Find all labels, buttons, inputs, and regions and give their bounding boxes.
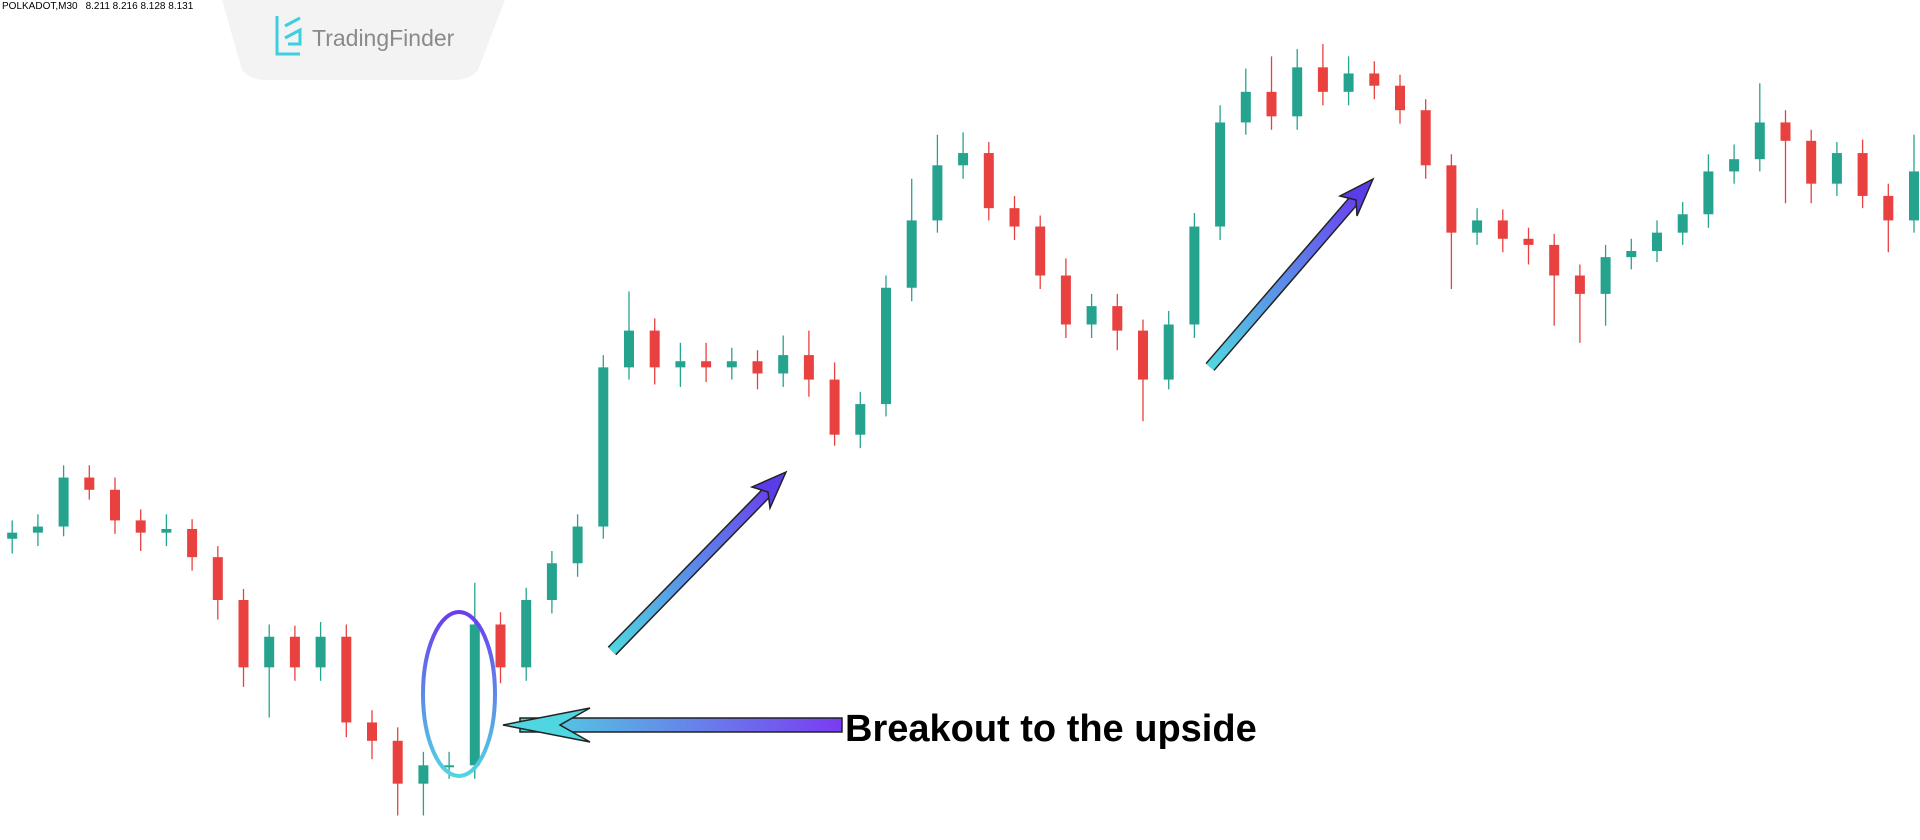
trend-arrow xyxy=(1205,177,1375,371)
candle-body xyxy=(1420,110,1431,166)
candle-body xyxy=(1060,275,1071,325)
candle-body xyxy=(1163,324,1174,380)
candle-body xyxy=(1497,220,1508,239)
candle-body xyxy=(1703,171,1714,215)
candle-body xyxy=(1574,275,1585,294)
candles xyxy=(7,44,1919,816)
candle-body xyxy=(1549,244,1560,276)
candle-body xyxy=(1754,122,1765,160)
candle-body xyxy=(778,355,789,374)
candle-body xyxy=(495,624,506,668)
candle-body xyxy=(341,636,352,723)
candle-body xyxy=(932,165,943,221)
breakout-arrow xyxy=(502,707,843,743)
candle-body xyxy=(135,520,146,533)
candle-body xyxy=(7,532,18,539)
candle-body xyxy=(212,557,223,600)
candle-body xyxy=(572,526,583,564)
candle-body xyxy=(598,367,609,527)
candle-body xyxy=(1523,238,1534,245)
candle-body xyxy=(1883,195,1894,221)
candle-body xyxy=(701,361,712,368)
candle-body xyxy=(1446,165,1457,233)
candle-body xyxy=(1909,171,1919,221)
candle-body xyxy=(161,528,172,533)
candle-body xyxy=(855,404,866,435)
candle-body xyxy=(1857,153,1868,196)
candle-body xyxy=(1677,214,1688,233)
candle-body xyxy=(392,740,403,784)
candle-body xyxy=(1086,306,1097,325)
candle-body xyxy=(1215,122,1226,227)
candle-body xyxy=(315,636,326,668)
candle-body xyxy=(1472,220,1483,233)
candle-body xyxy=(1317,67,1328,92)
candle-body xyxy=(752,361,763,374)
annotation: Breakout to the upside xyxy=(845,708,1257,750)
candle-body xyxy=(1240,91,1251,123)
candle-body xyxy=(1395,85,1405,111)
candle-body xyxy=(1729,159,1740,172)
candle-body xyxy=(469,624,480,766)
candle-body xyxy=(367,722,377,741)
candle-body xyxy=(1806,140,1817,184)
candle-body xyxy=(906,220,917,288)
candle-body xyxy=(1626,251,1637,258)
candle-body xyxy=(264,636,275,668)
candle-body xyxy=(418,765,429,784)
candle-body xyxy=(958,153,969,166)
candle-body xyxy=(84,477,95,490)
candle-body xyxy=(238,600,249,668)
candle-body xyxy=(726,361,737,368)
candle-body xyxy=(1780,122,1791,141)
candle-body xyxy=(521,600,532,668)
logo-text: TradingFinder xyxy=(312,25,455,51)
candle-body xyxy=(675,361,686,368)
quotes: 8.211 8.216 8.128 8.131 xyxy=(86,1,194,12)
candle-body xyxy=(1009,208,1020,227)
candle-body xyxy=(1831,153,1842,184)
candle-body xyxy=(1292,67,1303,117)
candle-body xyxy=(187,528,198,558)
candle-body xyxy=(803,355,814,380)
candle-body xyxy=(983,153,994,209)
breakout-ellipse xyxy=(421,610,497,778)
candle-body xyxy=(546,563,557,600)
candle-body xyxy=(1600,257,1611,294)
candle-body xyxy=(649,330,660,368)
symbol: POLKADOT,M30 8.211 8.216 8.128 8.131 xyxy=(2,1,194,12)
candle-body xyxy=(1138,330,1148,380)
candle-body xyxy=(1652,232,1662,252)
candle-body xyxy=(1266,91,1277,117)
candle-body xyxy=(1369,73,1380,86)
candle-body xyxy=(829,379,840,435)
candle-body xyxy=(1035,226,1046,276)
logo-icon xyxy=(275,16,302,56)
candle-body xyxy=(1189,226,1200,325)
candle-body xyxy=(58,477,69,527)
candle-body xyxy=(110,489,120,521)
candle-body xyxy=(1112,306,1123,331)
candle-body xyxy=(624,330,634,368)
candle-body xyxy=(444,765,455,768)
logo-panel xyxy=(222,0,505,80)
symbol-name: POLKADOT,M30 xyxy=(2,1,78,12)
candle-body xyxy=(32,526,43,533)
candle-body xyxy=(1343,73,1354,92)
candle-body xyxy=(289,636,300,668)
candle-body xyxy=(881,287,891,405)
trend-arrow xyxy=(607,470,788,656)
